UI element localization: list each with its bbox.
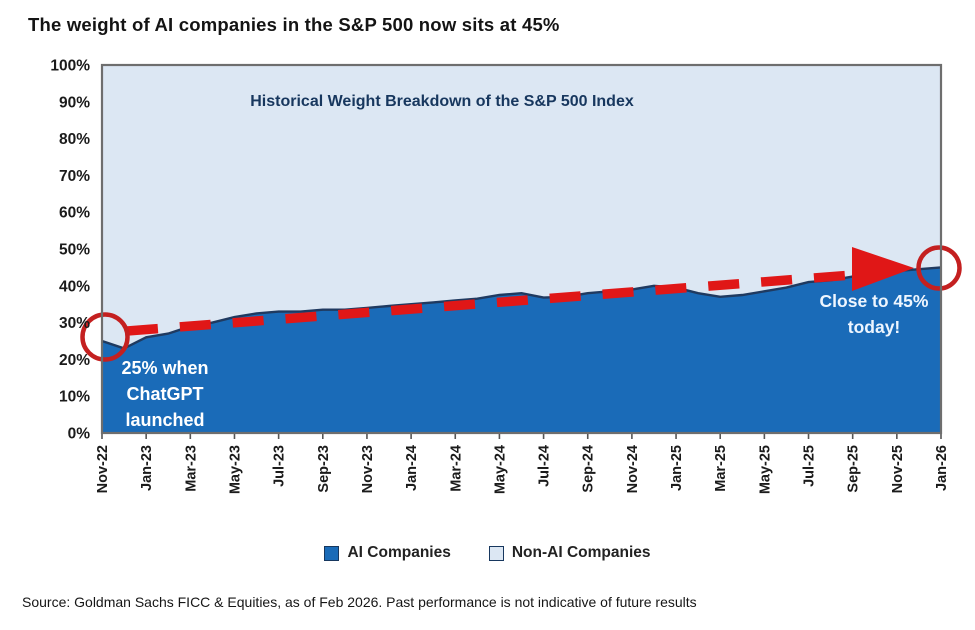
x-axis-label: Mar-25 xyxy=(713,445,729,492)
x-axis-label: Jul-23 xyxy=(272,445,288,487)
chart-title: Historical Weight Breakdown of the S&P 5… xyxy=(250,93,634,110)
annotation-chatgpt-launch-line: ChatGPT xyxy=(126,384,203,404)
y-axis-label: 40% xyxy=(59,278,90,295)
legend-item-ai-companies: AI Companies xyxy=(324,544,451,562)
y-axis-label: 80% xyxy=(59,131,90,148)
x-axis-label: Nov-24 xyxy=(625,445,641,493)
x-axis-label: Jan-23 xyxy=(139,445,155,491)
legend-label-ai-companies: AI Companies xyxy=(347,544,451,561)
x-axis-label: Sep-24 xyxy=(581,445,597,493)
x-axis-label: Nov-23 xyxy=(360,445,376,493)
x-axis-label: Mar-24 xyxy=(448,445,464,492)
plot-border xyxy=(100,63,943,435)
annotation-today-line: Close to 45% xyxy=(820,291,929,311)
legend: AI Companies Non-AI Companies xyxy=(0,541,975,565)
x-axis-label: Sep-23 xyxy=(316,445,332,493)
x-axis-label: Nov-25 xyxy=(890,445,906,493)
y-axis-label: 60% xyxy=(59,205,90,222)
x-axis-label: Jan-24 xyxy=(404,445,420,491)
ai-companies-swatch-icon xyxy=(324,545,340,561)
x-axis-label: Jul-25 xyxy=(802,445,818,487)
y-axis-label: 50% xyxy=(59,242,90,259)
y-axis-label: 20% xyxy=(59,352,90,369)
ai-weight-line xyxy=(101,266,942,350)
trend-arrow-line xyxy=(126,270,853,336)
legend-label-non-ai-companies: Non-AI Companies xyxy=(511,544,651,561)
legend-item-non-ai-companies: Non-AI Companies xyxy=(488,544,651,562)
y-axis-label: 90% xyxy=(59,94,90,111)
page-title: The weight of AI companies in the S&P 50… xyxy=(28,14,560,35)
y-axis-label: 10% xyxy=(59,389,90,406)
x-axis-label: May-24 xyxy=(492,445,508,494)
x-axis-label: Mar-23 xyxy=(183,445,199,492)
y-axis-label: 30% xyxy=(59,315,90,332)
x-axis-label: May-23 xyxy=(227,445,243,494)
annotation-chatgpt-launch-line: launched xyxy=(125,410,204,430)
x-axis-label: Nov-22 xyxy=(95,445,111,493)
x-axis-label: May-25 xyxy=(757,445,773,494)
y-axis-label: 0% xyxy=(68,426,91,443)
trend-arrowhead-icon xyxy=(852,247,914,291)
start-highlight-circle-icon xyxy=(80,312,130,362)
annotation-today-line: today! xyxy=(848,317,901,337)
x-axis-label: Sep-25 xyxy=(846,445,862,493)
non-ai-companies-swatch-icon xyxy=(488,545,504,561)
end-highlight-circle-icon xyxy=(916,245,962,291)
y-axis-label: 100% xyxy=(50,58,90,75)
ai-companies-area xyxy=(102,267,941,433)
x-axis-label: Jan-25 xyxy=(669,445,685,491)
x-axis-label: Jul-24 xyxy=(537,445,553,487)
x-axis-label: Jan-26 xyxy=(934,445,950,491)
annotation-chatgpt-launch-line: 25% when xyxy=(121,358,208,378)
source-note: Source: Goldman Sachs FICC & Equities, a… xyxy=(22,594,697,610)
y-axis-label: 70% xyxy=(59,168,90,185)
